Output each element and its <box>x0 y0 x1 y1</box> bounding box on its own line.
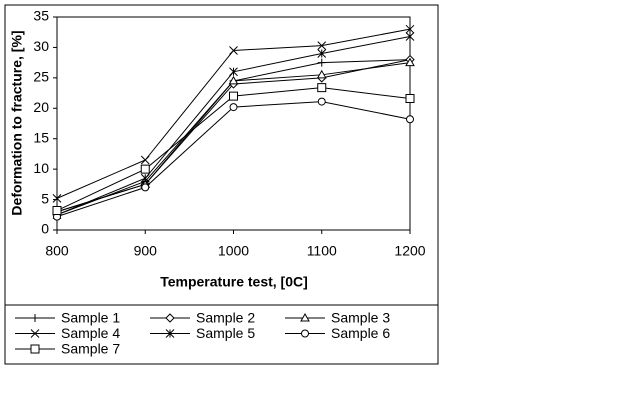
marker <box>405 57 415 67</box>
legend-marker <box>30 344 40 354</box>
y-tick-label: 10 <box>33 160 49 176</box>
marker <box>140 155 150 165</box>
marker <box>405 24 415 34</box>
y-axis-title: Deformation to fracture, [%] <box>9 30 25 215</box>
marker <box>141 183 150 192</box>
x-tick-label: 800 <box>45 243 69 259</box>
legend-marker <box>30 329 40 338</box>
legend-marker <box>301 329 309 338</box>
marker <box>317 97 326 106</box>
x-tick-label: 1000 <box>218 243 249 259</box>
series-line <box>56 35 411 216</box>
y-tick-label: 5 <box>41 190 49 206</box>
marker <box>52 206 62 216</box>
marker <box>140 164 150 174</box>
series-line <box>56 28 411 199</box>
x-tick-label: 1100 <box>307 243 337 259</box>
marker <box>317 83 327 93</box>
legend-marker <box>31 314 39 322</box>
plot-frame <box>56 16 411 231</box>
marker <box>405 32 415 41</box>
marker <box>52 194 62 203</box>
legend-label: Sample 1 <box>61 310 120 326</box>
legend-label: Sample 4 <box>61 325 120 341</box>
marker <box>228 75 239 85</box>
marker <box>229 46 238 55</box>
marker <box>405 94 415 104</box>
y-tick-label: 35 <box>33 8 49 24</box>
legend-frame <box>4 304 439 365</box>
marker <box>229 91 238 101</box>
legend-marker <box>165 329 175 338</box>
legend-label: Sample 5 <box>196 325 255 341</box>
marker <box>406 115 414 124</box>
marker <box>229 67 238 77</box>
legend-label: Sample 6 <box>331 325 390 341</box>
legend-marker <box>165 313 175 323</box>
legend-marker <box>300 312 310 322</box>
legend-label: Sample 7 <box>61 341 120 357</box>
x-axis-title: Temperature test, [0C] <box>160 274 308 290</box>
legend-label: Sample 2 <box>196 310 255 326</box>
y-tick-label: 30 <box>33 38 49 54</box>
marker <box>317 41 327 50</box>
marker <box>317 49 327 58</box>
y-tick-label: 0 <box>41 221 49 237</box>
series-line <box>56 101 411 218</box>
marker <box>317 58 326 67</box>
marker <box>316 69 327 79</box>
y-tick-label: 15 <box>33 129 49 145</box>
y-tick-label: 20 <box>33 99 49 115</box>
marker <box>140 173 150 183</box>
legend-label: Sample 3 <box>331 310 390 326</box>
marker <box>229 103 238 112</box>
y-tick-label: 25 <box>33 69 49 85</box>
x-tick-label: 900 <box>134 243 158 259</box>
x-tick-label: 1200 <box>394 243 425 259</box>
